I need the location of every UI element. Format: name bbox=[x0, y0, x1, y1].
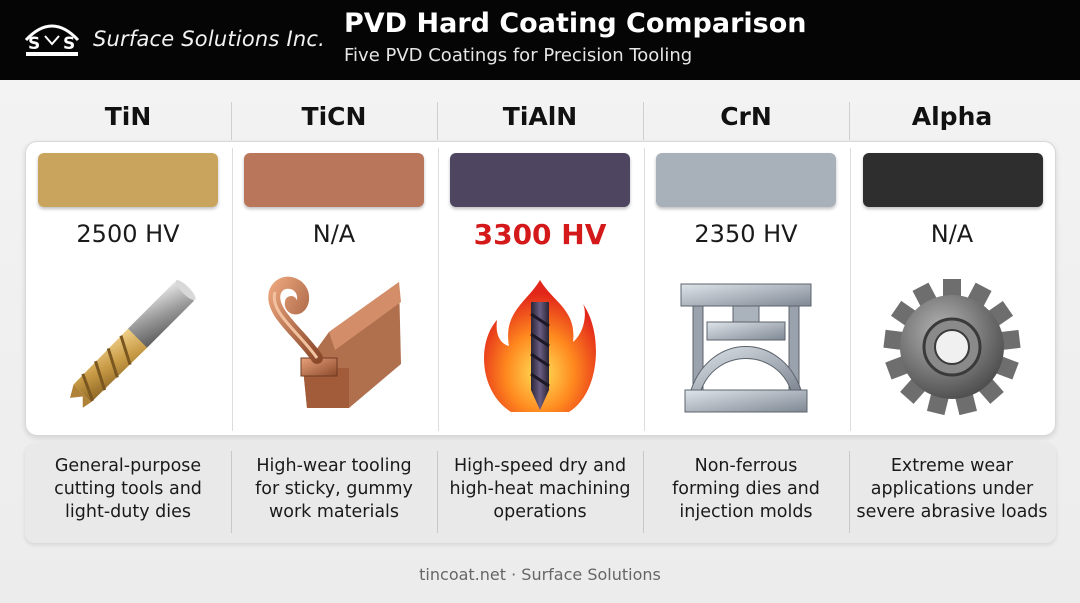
card-divider bbox=[850, 148, 851, 431]
description-tin: General-purpose cutting tools and light-… bbox=[54, 456, 202, 522]
cutting-tool-chip-icon bbox=[268, 276, 401, 408]
hardness-ticn: N/A bbox=[312, 220, 356, 248]
svg-text:S: S bbox=[63, 34, 75, 54]
page-title: PVD Hard Coating Comparison bbox=[344, 8, 807, 39]
hardness-tin: 2500 HV bbox=[76, 220, 180, 248]
description-alpha: Extreme wear applications under severe a… bbox=[856, 456, 1048, 522]
swatch-alpha bbox=[863, 153, 1043, 207]
footer-credit: tincoat.net · Surface Solutions bbox=[419, 565, 661, 584]
company-name: Surface Solutions Inc. bbox=[93, 27, 325, 51]
page-subtitle: Five PVD Coatings for Precision Tooling bbox=[344, 45, 693, 66]
swatch-ticn bbox=[244, 153, 424, 207]
hardness-tialn: 3300 HV bbox=[473, 218, 607, 251]
hardness-alpha: N/A bbox=[930, 220, 974, 248]
coating-name-crn: CrN bbox=[720, 102, 772, 131]
svg-text:S: S bbox=[28, 34, 40, 54]
desc-divider bbox=[643, 451, 644, 533]
swatch-crn bbox=[656, 153, 836, 207]
end-mill-icon bbox=[70, 280, 196, 408]
description-ticn: High-wear tooling for sticky, gummy work… bbox=[255, 456, 413, 522]
swatch-tin bbox=[38, 153, 218, 207]
description-crn: Non-ferrous forming dies and injection m… bbox=[672, 456, 820, 522]
hardness-crn: 2350 HV bbox=[694, 220, 798, 248]
column-divider bbox=[231, 102, 232, 140]
drill-flame-icon bbox=[484, 280, 596, 412]
card-divider bbox=[232, 148, 233, 431]
column-divider bbox=[437, 102, 438, 140]
coating-name-tialn: TiAlN bbox=[502, 102, 578, 131]
company-logo: S S bbox=[24, 24, 80, 56]
column-divider bbox=[849, 102, 850, 140]
card-divider bbox=[644, 148, 645, 431]
gear-icon bbox=[883, 279, 1021, 416]
coating-name-ticn: TiCN bbox=[301, 102, 367, 131]
forming-press-icon bbox=[680, 283, 812, 413]
desc-divider bbox=[849, 451, 850, 533]
coating-name-alpha: Alpha bbox=[911, 102, 993, 131]
desc-divider bbox=[437, 451, 438, 533]
swatch-tialn bbox=[450, 153, 630, 207]
desc-divider bbox=[231, 451, 232, 533]
description-tialn: High-speed dry and high-heat machining o… bbox=[449, 456, 631, 522]
description-bar bbox=[25, 443, 1056, 543]
column-divider bbox=[643, 102, 644, 140]
card-divider bbox=[438, 148, 439, 431]
header-bar: S S Surface Solutions Inc. PVD Hard Coat… bbox=[0, 0, 1080, 80]
coating-name-tin: TiN bbox=[104, 102, 152, 131]
